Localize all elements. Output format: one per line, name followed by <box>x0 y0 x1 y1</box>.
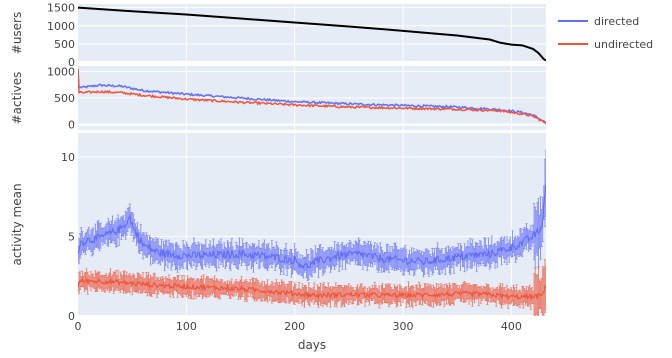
x-tick-label: 0 <box>75 320 82 333</box>
series-group <box>78 68 546 125</box>
panels: 0 500 1000 1500 #users 0 500 1000 #actives 0 5 10 ac… <box>10 2 546 323</box>
x-tick-label: 100 <box>176 320 197 333</box>
y-axis-title-activity: activity mean <box>10 183 24 265</box>
y-axis-title-actives: #actives <box>10 72 24 125</box>
line-undirected-activity <box>78 277 546 302</box>
y-tick-label: 1000 <box>47 65 75 78</box>
legend-label: directed <box>594 15 639 28</box>
x-tick-label: 200 <box>284 320 305 333</box>
y-tick-label: 5 <box>68 230 75 243</box>
y-tick-label: 10 <box>61 151 75 164</box>
legend[interactable]: directed undirected <box>558 15 653 51</box>
panel-actives: 0 500 1000 #actives <box>10 65 546 132</box>
y-tick-label: 0 <box>68 119 75 132</box>
x-tick-label: 300 <box>393 320 414 333</box>
x-axis: 0 100 200 300 400 <box>75 320 522 333</box>
series-group <box>78 150 546 316</box>
x-tick-label: 400 <box>501 320 522 333</box>
panel-activity: 0 5 10 activity mean <box>10 133 546 323</box>
y-tick-label: 500 <box>54 92 75 105</box>
y-tick-label: 0 <box>68 310 75 323</box>
legend-item-directed[interactable]: directed <box>558 15 639 28</box>
y-tick-label: 1000 <box>47 20 75 33</box>
line-users-users <box>78 6 546 62</box>
y-tick-label: 0 <box>68 56 75 69</box>
y-axis-title-users: #users <box>10 12 24 54</box>
series-group <box>78 6 546 62</box>
line-directed-activity <box>78 183 546 270</box>
panel-users: 0 500 1000 1500 #users <box>10 2 546 69</box>
legend-item-undirected[interactable]: undirected <box>558 38 653 51</box>
line-undirected-actives <box>78 68 546 125</box>
y-tick-label: 1500 <box>47 2 75 15</box>
legend-label: undirected <box>594 38 653 51</box>
y-tick-label: 500 <box>54 38 75 51</box>
x-axis-title: days <box>298 338 326 352</box>
